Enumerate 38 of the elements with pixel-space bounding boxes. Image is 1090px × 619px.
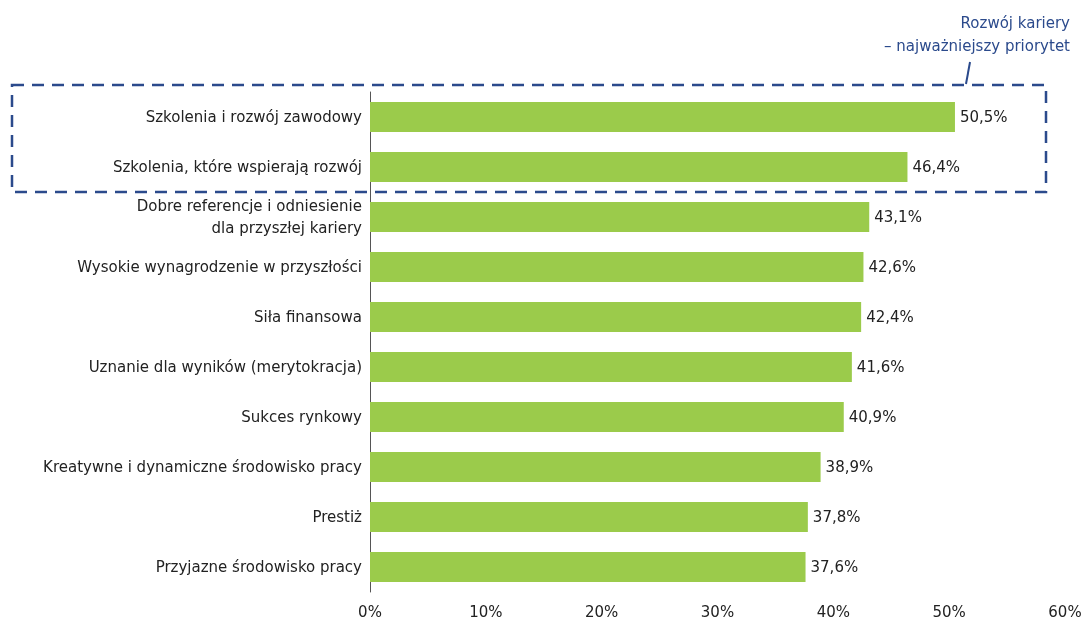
bar xyxy=(370,502,808,532)
data-label: 40,9% xyxy=(848,408,897,426)
y-tick-label: Przyjazne środowisko pracy xyxy=(155,558,363,576)
data-label: 37,8% xyxy=(812,508,861,526)
bar xyxy=(370,402,844,432)
y-tick-label: Prestiż xyxy=(312,508,363,526)
y-tick-label: Sukces rynkowy xyxy=(241,408,363,426)
y-tick-label: Kreatywne i dynamiczne środowisko pracy xyxy=(43,458,363,476)
text: Rozwój kariery – najważniejszy priorytet xyxy=(884,13,1070,57)
data-label: 42,4% xyxy=(866,308,914,326)
data-label: 43,1% xyxy=(874,208,922,226)
data-label: 50,5% xyxy=(959,108,1008,126)
y-tick-label: Wysokie wynagrodzenie w przyszłości xyxy=(77,258,362,276)
bar xyxy=(370,352,852,382)
bar xyxy=(370,102,955,132)
bar xyxy=(370,152,908,182)
data-label: 37,6% xyxy=(810,558,859,576)
x-tick-label: 50% xyxy=(932,602,966,619)
x-tick-label: 0% xyxy=(358,602,382,619)
x-tick-label: 60% xyxy=(1048,602,1082,619)
y-tick-label: Uznanie dla wyników (merytokracja) xyxy=(88,358,362,376)
y-tick-label: Szkolenia i rozwój zawodowy xyxy=(145,108,363,126)
y-tick-label: Siła finansowa xyxy=(253,308,362,326)
x-tick-label: 40% xyxy=(816,602,851,619)
bar xyxy=(370,252,864,282)
bar xyxy=(370,202,870,232)
y-tick-label: Szkolenia, które wspierają rozwój xyxy=(112,158,362,176)
bar xyxy=(370,552,806,582)
bar xyxy=(370,302,862,332)
x-tick-label: 20% xyxy=(584,602,619,619)
data-label: 46,4% xyxy=(912,158,961,176)
x-tick-label: 30% xyxy=(700,602,735,619)
x-tick-label: 10% xyxy=(469,602,503,619)
data-label: 38,9% xyxy=(825,458,874,476)
bar xyxy=(370,452,821,482)
data-label: 42,6% xyxy=(868,258,917,276)
y-tick-label: Dobre referencje i odniesienie dla przyszłej kariery xyxy=(136,197,363,237)
data-label: 41,6% xyxy=(856,358,905,376)
